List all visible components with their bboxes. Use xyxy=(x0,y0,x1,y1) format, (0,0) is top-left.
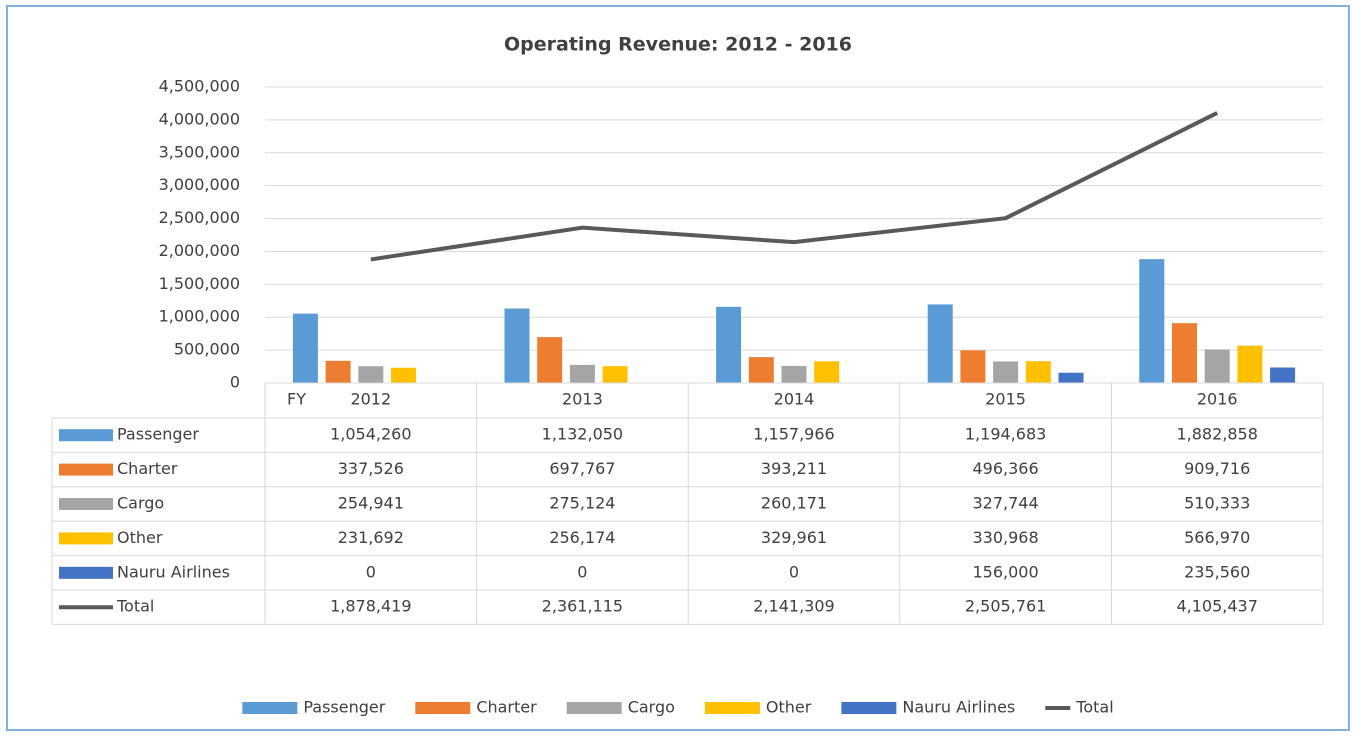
table-cell: 156,000 xyxy=(973,562,1039,581)
x-tick-label: 2012 xyxy=(350,390,391,409)
table-cell: 0 xyxy=(577,562,587,581)
table-cell: 254,941 xyxy=(338,494,404,513)
y-tick-label: 2,500,000 xyxy=(159,208,240,227)
bar xyxy=(716,306,742,383)
y-tick-label: 3,500,000 xyxy=(159,142,240,161)
table-cell: 2,505,761 xyxy=(965,597,1046,616)
table-cell: 0 xyxy=(789,562,799,581)
bar xyxy=(1058,372,1084,383)
legend-key xyxy=(59,532,113,545)
x-tick-label: 2015 xyxy=(985,390,1026,409)
table-cell: 260,171 xyxy=(761,494,827,513)
table-cell: 1,054,260 xyxy=(330,425,411,444)
table-cell: 327,744 xyxy=(973,494,1039,513)
table-cell: 566,970 xyxy=(1184,528,1250,547)
bar xyxy=(537,337,563,383)
table-cell: 393,211 xyxy=(761,459,827,478)
bar xyxy=(814,361,840,383)
legend-key xyxy=(59,498,113,510)
table-cell: 510,333 xyxy=(1184,494,1250,513)
x-tick-label: 2016 xyxy=(1197,390,1238,409)
table-cell: 337,526 xyxy=(338,459,404,478)
table-row-label: Nauru Airlines xyxy=(117,562,230,581)
table-cell: 231,692 xyxy=(338,528,404,547)
bar xyxy=(569,364,595,383)
legend-key xyxy=(59,463,113,476)
table-cell: 235,560 xyxy=(1184,562,1250,581)
table-cell: 0 xyxy=(366,562,376,581)
legend-key xyxy=(59,566,113,579)
table-row-label: Other xyxy=(117,528,163,547)
table-cell: 329,961 xyxy=(761,528,827,547)
table-row-label: Cargo xyxy=(117,494,164,513)
y-tick-label: 1,500,000 xyxy=(159,274,240,293)
table-cell: 909,716 xyxy=(1184,459,1250,478)
bar xyxy=(1025,361,1051,383)
y-tick-label: 4,500,000 xyxy=(159,77,240,96)
bar xyxy=(748,357,774,383)
legend-key xyxy=(242,702,298,714)
x-tick-label: 2014 xyxy=(774,390,815,409)
table-cell: 1,157,966 xyxy=(753,425,834,444)
y-tick-label: 2,000,000 xyxy=(159,241,240,260)
y-tick-label: 1,000,000 xyxy=(159,307,240,326)
bar xyxy=(993,361,1019,383)
bar xyxy=(602,366,628,383)
y-tick-label: 4,000,000 xyxy=(159,109,240,128)
bar xyxy=(1270,367,1296,383)
legend-key xyxy=(841,702,897,714)
y-tick-label: 0 xyxy=(230,373,240,392)
table-cell: 1,194,683 xyxy=(965,425,1046,444)
x-axis-label: FY xyxy=(287,390,306,409)
table-cell: 330,968 xyxy=(973,528,1039,547)
table-row-label: Charter xyxy=(117,459,178,478)
chart-title: Operating Revenue: 2012 - 2016 xyxy=(504,34,852,56)
y-tick-label: 500,000 xyxy=(174,340,240,359)
bar xyxy=(781,365,807,383)
bar xyxy=(358,366,384,383)
bar xyxy=(927,304,953,383)
legend-label: Other xyxy=(766,698,812,717)
table-cell: 496,366 xyxy=(973,459,1039,478)
bar xyxy=(960,350,986,383)
line xyxy=(370,111,1219,262)
bar xyxy=(504,308,530,383)
legend-key xyxy=(566,702,622,714)
bar xyxy=(1172,323,1197,383)
table-cell: 697,767 xyxy=(549,459,615,478)
table-row-label: Passenger xyxy=(117,425,199,444)
bar xyxy=(325,360,351,383)
legend-label: Cargo xyxy=(628,698,675,717)
table-cell: 1,882,858 xyxy=(1176,425,1257,444)
bar xyxy=(1237,345,1263,383)
table-cell: 275,124 xyxy=(549,494,615,513)
legend-key xyxy=(704,702,760,714)
table-cell: 1,132,050 xyxy=(542,425,623,444)
legend-label: Nauru Airlines xyxy=(902,698,1015,717)
bar xyxy=(391,367,416,383)
table-row-label: Total xyxy=(116,597,154,616)
legend-label: Charter xyxy=(476,698,537,717)
bar xyxy=(1204,349,1230,383)
legend-key xyxy=(415,702,471,714)
legend-label: Total xyxy=(1075,698,1113,717)
bar xyxy=(1139,259,1165,383)
bar xyxy=(292,313,318,383)
table-cell: 2,361,115 xyxy=(542,597,623,616)
table-cell: 2,141,309 xyxy=(753,597,834,616)
table-cell: 256,174 xyxy=(549,528,615,547)
legend-label: Passenger xyxy=(303,698,385,717)
chart-frame xyxy=(6,5,1350,731)
legend-key xyxy=(59,429,113,442)
x-tick-label: 2013 xyxy=(562,390,603,409)
y-tick-label: 3,000,000 xyxy=(159,175,240,194)
table-cell: 1,878,419 xyxy=(330,597,411,616)
table-cell: 4,105,437 xyxy=(1176,597,1257,616)
